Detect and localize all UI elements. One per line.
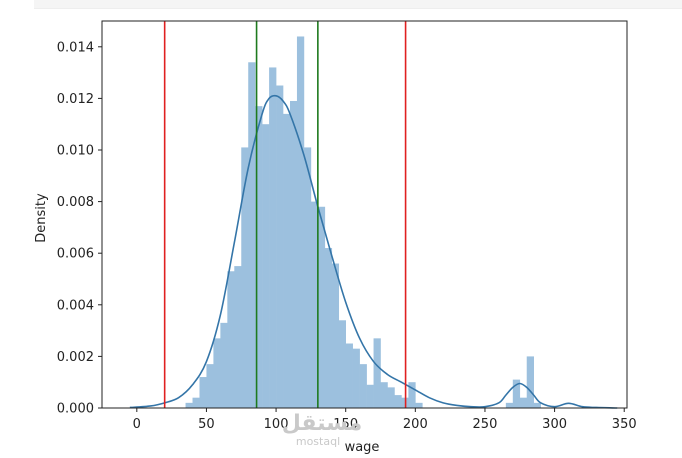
histogram-bar (248, 62, 256, 408)
watermark-latin: mostaql (296, 435, 340, 448)
histogram-bar (269, 67, 277, 408)
histogram-bar (519, 397, 528, 408)
y-tick-label: 0.014 (57, 40, 94, 55)
x-tick-label: 300 (542, 417, 567, 432)
histogram-bar (199, 377, 207, 408)
histogram-bar (234, 266, 242, 408)
plot-frame (101, 20, 628, 409)
histogram-bar (296, 36, 305, 408)
histogram-bar (290, 100, 298, 408)
histogram-bar (276, 85, 284, 408)
histogram-bar (324, 248, 333, 408)
y-tick-label: 0.012 (57, 92, 94, 107)
y-tick-label: 0.000 (57, 402, 94, 417)
histogram-bar (345, 343, 353, 408)
kde-layer (129, 94, 618, 409)
y-axis-ticks: 0.000 0.002 0.004 0.006 0.008 0.010 0.012 0.014 (57, 40, 102, 417)
histogram-bar (310, 201, 319, 408)
histogram-bar (338, 320, 346, 408)
y-tick-label: 0.008 (57, 195, 94, 210)
histogram-bar (206, 364, 214, 408)
y-tick-label: 0.006 (57, 247, 94, 262)
histogram-bar (387, 387, 395, 408)
x-tick-label: 50 (198, 417, 215, 432)
histogram-bar (352, 348, 360, 408)
x-axis-label: wage (345, 440, 380, 455)
histogram-bar (185, 402, 193, 408)
histogram-bar (533, 402, 541, 408)
histogram-bar (192, 397, 200, 408)
histogram-bar (394, 395, 402, 408)
top-strip (34, 0, 682, 9)
x-tick-label: 100 (264, 417, 289, 432)
histogram-bar (213, 338, 221, 408)
histogram-bar (331, 263, 340, 408)
histogram-bar (283, 113, 291, 408)
x-axis-ticks: 0 50 100 150 200 250 300 350 (133, 408, 637, 432)
histogram-bar (359, 364, 367, 408)
histogram-bar (408, 382, 416, 408)
histogram-bar (380, 382, 388, 408)
histogram-bar (415, 402, 423, 408)
x-tick-label: 0 (133, 417, 141, 432)
histogram-bar (526, 356, 534, 408)
x-tick-label: 250 (473, 417, 498, 432)
y-tick-label: 0.010 (57, 144, 94, 159)
histogram-bar (255, 106, 263, 408)
x-tick-label: 150 (333, 417, 358, 432)
histogram-bar (505, 402, 514, 408)
x-tick-label: 350 (612, 417, 637, 432)
watermark-arabic: مستقل (282, 411, 362, 436)
kde-curve (129, 94, 618, 409)
x-tick-label: 200 (403, 417, 428, 432)
histogram-bar (220, 322, 228, 408)
watermark: مستقل mostaql (282, 411, 362, 448)
histogram-bar (317, 206, 326, 408)
histogram-bar (512, 379, 521, 408)
y-axis-label: Density (34, 193, 49, 243)
histogram-bar (303, 147, 312, 409)
histogram-bar (227, 271, 235, 408)
y-tick-label: 0.002 (57, 350, 94, 365)
histogram-bar (241, 147, 249, 409)
histogram-bar (366, 384, 374, 408)
reference-lines (163, 21, 407, 408)
histogram-bar (262, 124, 270, 408)
histogram-bar (373, 338, 381, 408)
y-tick-label: 0.004 (57, 298, 94, 313)
